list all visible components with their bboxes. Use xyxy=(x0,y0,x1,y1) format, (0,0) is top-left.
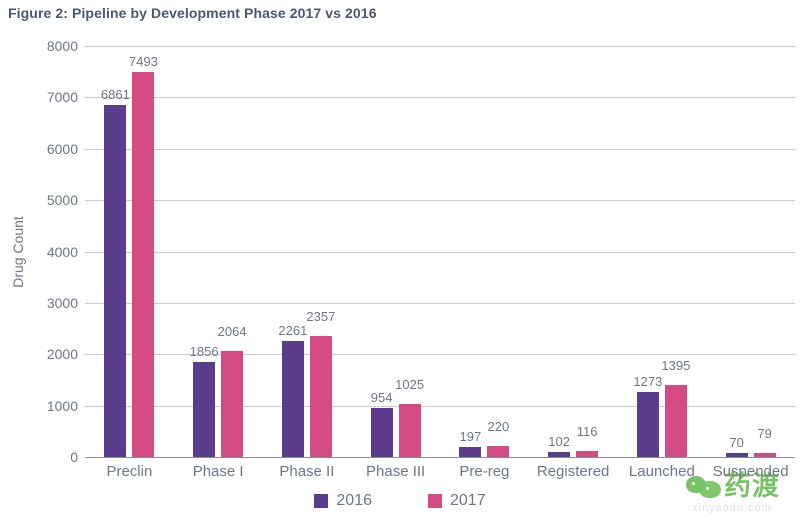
value-label-2017: 7493 xyxy=(128,54,158,70)
x-category-label: Suspended xyxy=(712,463,789,480)
value-label-2017: 1025 xyxy=(395,377,425,393)
y-tick-label: 6000 xyxy=(46,140,78,157)
legend: 2016 2017 xyxy=(0,492,800,510)
leaf-dot-icon xyxy=(692,482,695,485)
y-tick-label: 0 xyxy=(70,449,78,465)
bar-2016-phase-ii xyxy=(281,340,304,457)
bar-2017-phase-iii xyxy=(398,404,421,457)
watermark-brand-text: 药渡 xyxy=(724,471,780,501)
legend-label-2016: 2016 xyxy=(336,492,372,509)
bar-2017-phase-i xyxy=(221,350,244,457)
x-category-label: Phase I xyxy=(192,463,244,480)
value-label-2017: 2064 xyxy=(217,323,247,339)
bar-2017-pre-reg xyxy=(487,445,510,457)
legend-swatch-2016 xyxy=(314,494,329,508)
y-axis-title: Drug Count xyxy=(10,216,26,288)
bar-2016-registered xyxy=(548,451,571,457)
x-category-label: Pre-reg xyxy=(459,463,510,480)
gridline xyxy=(85,354,795,356)
bar-2017-registered xyxy=(576,451,599,457)
value-label-2016: 2261 xyxy=(278,322,308,338)
legend-label-2017: 2017 xyxy=(450,492,486,509)
y-tick-label: 4000 xyxy=(46,243,78,260)
value-label-2017: 79 xyxy=(757,425,772,441)
value-label-2017: 220 xyxy=(487,418,510,434)
bar-2016-preclin xyxy=(104,104,127,457)
value-label-2016: 954 xyxy=(370,390,393,405)
plot-area: 6861 7493 1856 2064 2261 2357 954 1025 197 220 102… xyxy=(85,46,795,458)
y-tick-label: 1000 xyxy=(46,397,78,414)
y-tick-label: 8000 xyxy=(46,38,78,54)
y-tick-label: 5000 xyxy=(46,192,78,209)
chart-title: Figure 2: Pipeline by Development Phase … xyxy=(8,5,377,21)
leaf-blob-icon xyxy=(699,481,721,498)
gridline xyxy=(85,405,795,407)
gridline xyxy=(85,302,795,304)
bar-2016-launched xyxy=(636,391,659,457)
bar-2016-phase-iii xyxy=(370,408,393,457)
leaf-dot-icon xyxy=(706,487,709,490)
x-category-label: Phase II xyxy=(279,463,335,480)
gridline xyxy=(85,46,795,47)
x-category-label: Phase III xyxy=(366,463,426,480)
value-label-2017: 1395 xyxy=(661,358,691,374)
watermark-domain-text: xinyaodu.com xyxy=(692,502,772,514)
legend-swatch-2017 xyxy=(428,494,442,508)
gridline xyxy=(85,200,795,202)
gridline xyxy=(85,97,795,99)
gridline xyxy=(85,148,795,150)
x-axis-line xyxy=(85,457,795,458)
value-label-2017: 116 xyxy=(576,424,598,440)
legend-item-2016: 2016 xyxy=(314,492,372,510)
bar-2016-suspended xyxy=(725,453,748,457)
value-label-2016: 70 xyxy=(729,435,744,451)
value-label-2016: 197 xyxy=(459,428,482,444)
value-label-2017: 2357 xyxy=(306,308,336,324)
x-category-label: Launched xyxy=(628,463,695,480)
value-label-2016: 6861 xyxy=(100,86,130,102)
value-label-2016: 1856 xyxy=(189,343,219,359)
y-tick-label: 7000 xyxy=(46,89,78,106)
bar-2016-phase-i xyxy=(193,361,216,457)
y-tick-label: 3000 xyxy=(46,294,78,311)
leaf-logo-icon xyxy=(686,473,722,501)
gridline xyxy=(85,251,795,253)
bar-2017-launched xyxy=(664,385,687,457)
x-category-label: Preclin xyxy=(106,463,153,480)
bar-2017-suspended xyxy=(753,452,776,457)
y-tick-label: 2000 xyxy=(46,346,78,363)
watermark: 药渡 xinyaodu.com xyxy=(686,471,798,515)
bar-2016-pre-reg xyxy=(459,446,482,457)
value-label-2016: 1273 xyxy=(633,373,663,389)
legend-item-2017: 2017 xyxy=(428,492,486,510)
bar-2017-preclin xyxy=(132,72,155,457)
bar-2017-phase-ii xyxy=(309,335,332,457)
x-category-label: Registered xyxy=(536,463,610,480)
value-label-2016: 102 xyxy=(548,433,570,449)
